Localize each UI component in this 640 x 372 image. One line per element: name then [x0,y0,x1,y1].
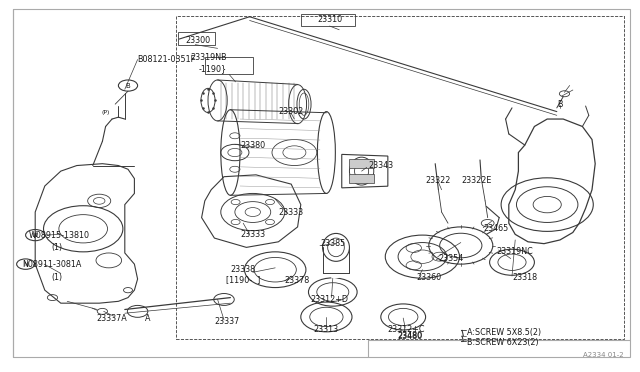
Text: W: W [32,232,38,238]
Text: 23480: 23480 [397,332,422,341]
Text: [1190-  ]: [1190- ] [226,275,260,284]
Text: (1): (1) [51,243,62,252]
Text: 23313: 23313 [314,325,339,334]
Text: A: A [145,314,150,323]
Text: 23333: 23333 [278,208,304,217]
Text: 23310: 23310 [317,15,342,24]
Text: 23354: 23354 [438,254,463,263]
Text: B:SCREW 6X23(2): B:SCREW 6X23(2) [467,339,539,347]
Text: 23337: 23337 [214,317,240,326]
Text: 23318: 23318 [512,273,537,282]
Text: N08911-3081A: N08911-3081A [22,260,82,269]
Text: 23338: 23338 [230,265,256,274]
Text: (1): (1) [51,273,62,282]
Text: A2334 01-2: A2334 01-2 [584,352,624,358]
Bar [349,159,374,168]
Text: 23319NC: 23319NC [496,247,532,256]
Text: 23465: 23465 [483,224,508,233]
Text: -1190}: -1190} [199,64,227,73]
Text: 23385: 23385 [320,239,345,248]
Text: B08121-0351F: B08121-0351F [138,55,196,64]
Text: 23312+D: 23312+D [310,295,349,304]
Text: 23378: 23378 [285,276,310,285]
Text: 23319NB: 23319NB [191,53,227,62]
Text: A:SCREW 5X8.5(2): A:SCREW 5X8.5(2) [467,328,541,337]
Text: 23312+C: 23312+C [388,325,425,334]
Bar [301,14,355,26]
Text: 23380: 23380 [240,141,266,150]
Text: 23322: 23322 [426,176,451,185]
Text: (P): (P) [101,110,110,115]
Text: 23337A: 23337A [97,314,127,323]
Bar [349,174,374,183]
Bar [176,16,624,339]
Text: N: N [23,262,28,267]
Text: 23480: 23480 [397,331,422,340]
Text: W08915-13810: W08915-13810 [29,231,90,240]
Bar [178,32,215,45]
Text: 23322E: 23322E [461,176,492,185]
Text: 23343: 23343 [368,161,393,170]
Text: B: B [557,100,563,109]
Bar [205,57,253,74]
Text: B: B [125,83,131,89]
Text: 23300: 23300 [186,36,211,45]
Text: 23302: 23302 [278,107,304,116]
Text: 23333: 23333 [240,230,266,239]
Text: 23360: 23360 [416,273,441,282]
